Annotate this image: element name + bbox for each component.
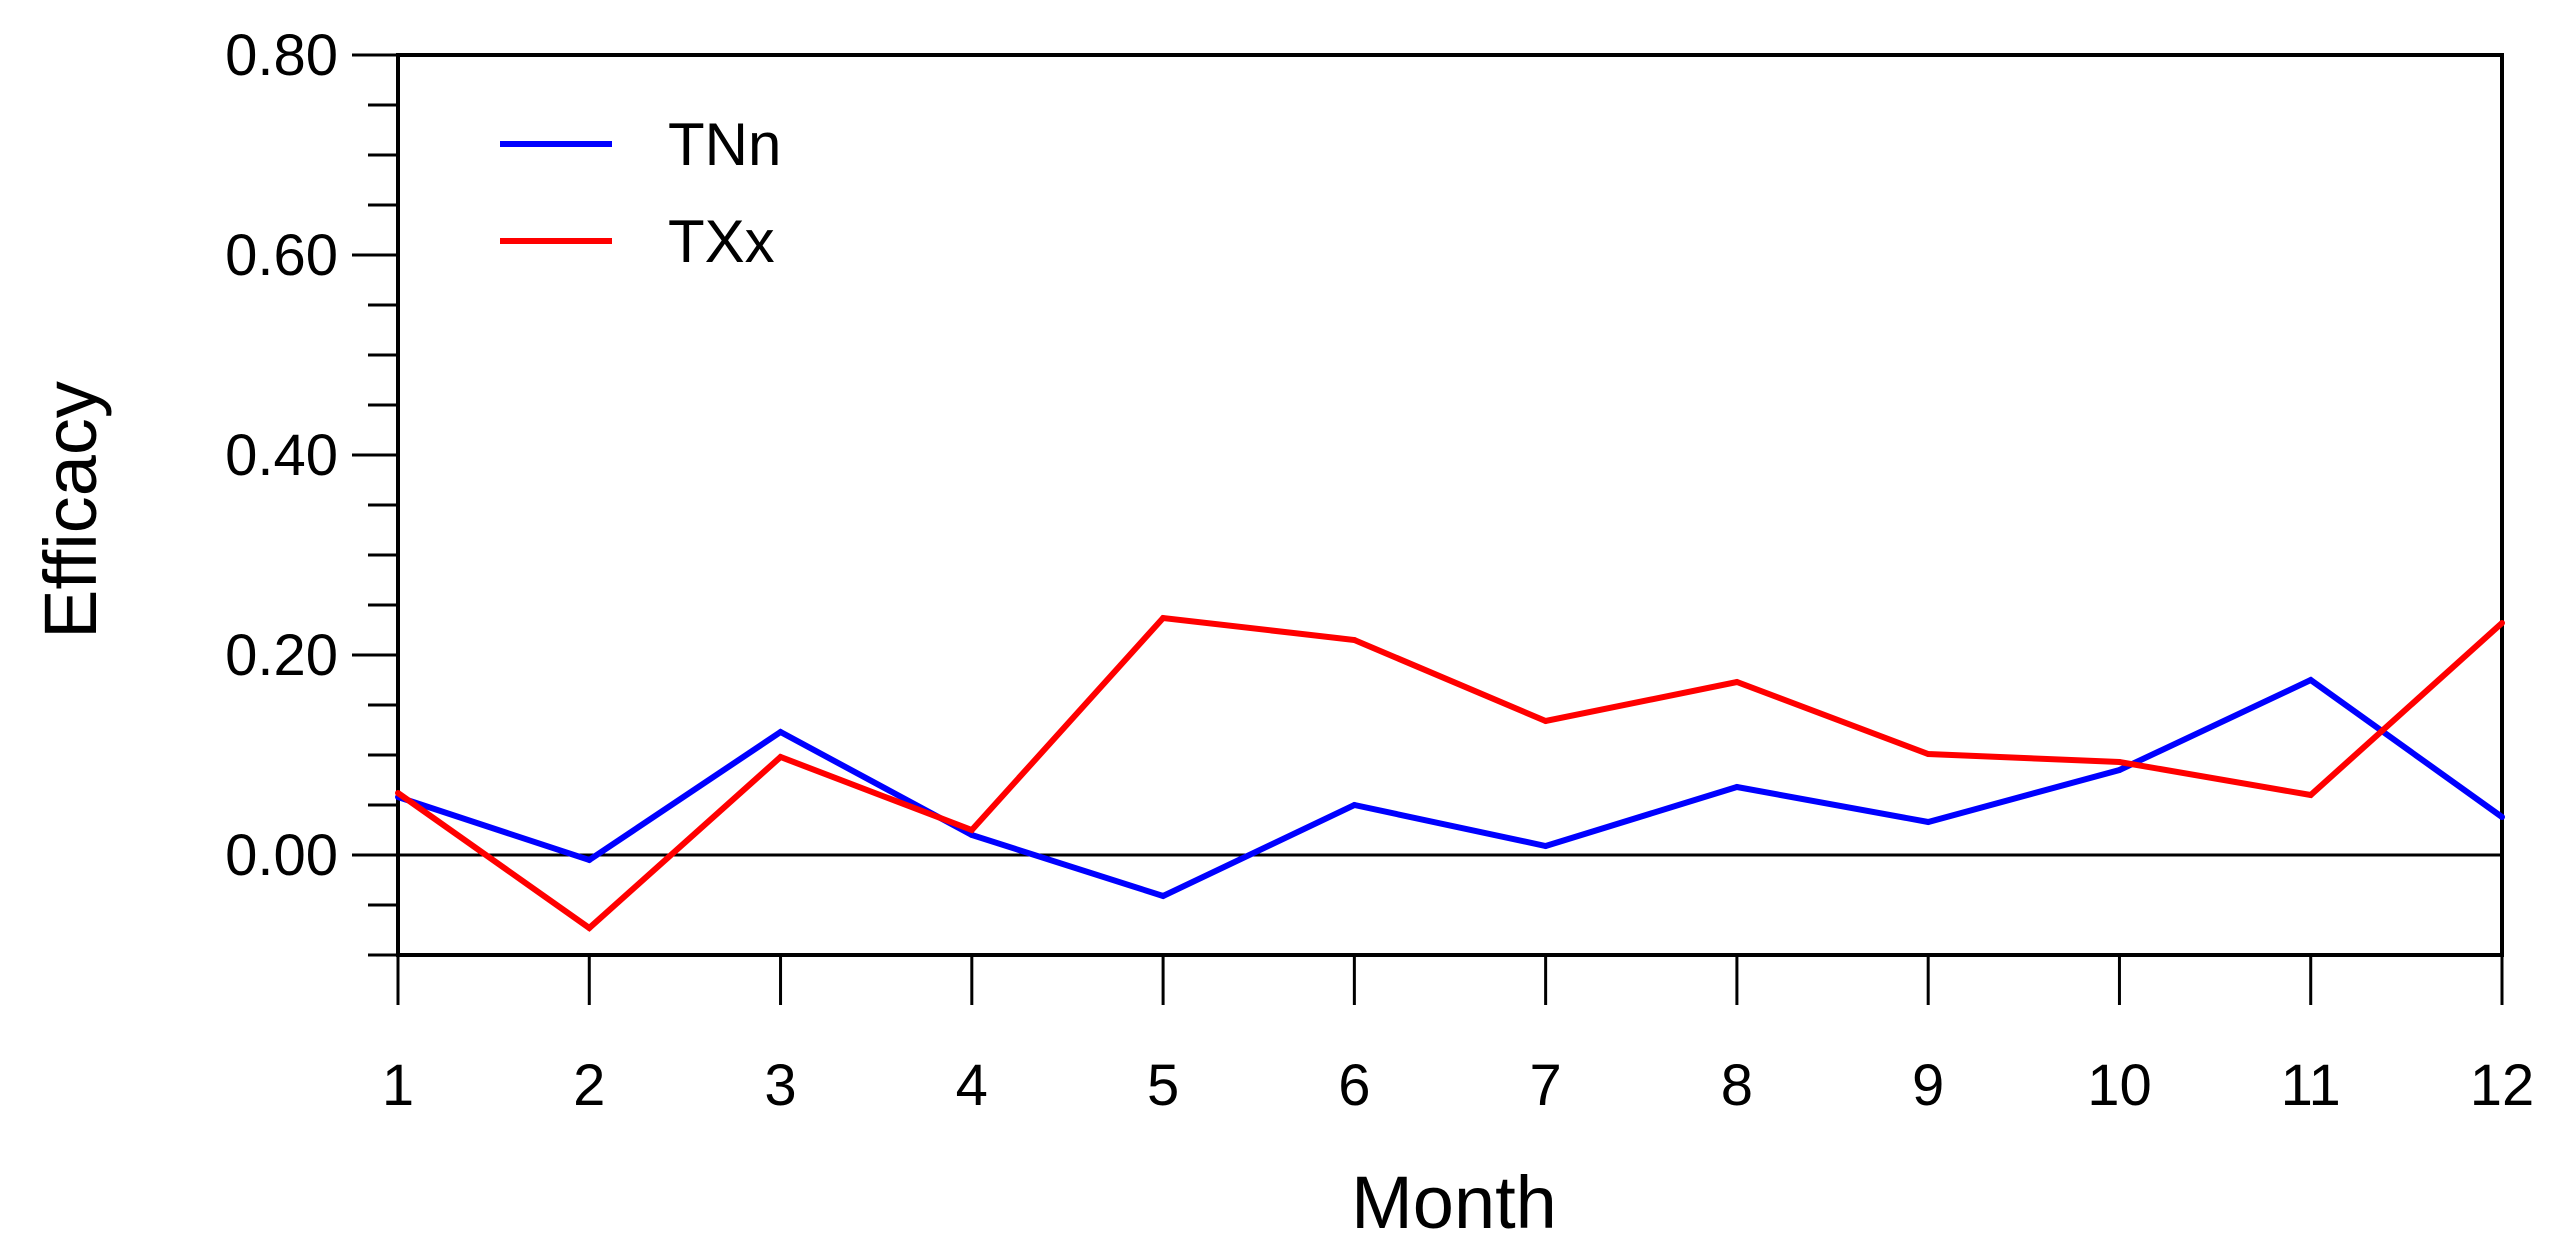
data-point-txx [1160, 615, 1167, 621]
x-tick-label: 8 [1721, 1053, 1753, 1118]
data-point-tnn [968, 832, 975, 838]
data-point-tnn [1351, 802, 1358, 808]
x-axis: 1 2 3 4 5 6 7 8 9 10 11 12 [382, 955, 2534, 1118]
y-axis: 0.00 0.20 0.40 0.60 0.80 [225, 23, 398, 957]
y-axis-title: Efficacy [29, 381, 112, 639]
y-tick-label: 0.00 [225, 823, 338, 888]
data-point-txx [1542, 718, 1549, 724]
x-tick-label: 12 [2470, 1053, 2535, 1118]
data-point-tnn [586, 857, 593, 863]
x-tick-label: 11 [2281, 1053, 2341, 1118]
data-point-tnn [1733, 784, 1740, 790]
data-point-txx [968, 827, 975, 833]
data-point-txx [395, 790, 401, 796]
data-point-txx [1925, 751, 1932, 757]
y-tick-label: 0.80 [225, 23, 338, 88]
data-point-tnn [2499, 814, 2505, 820]
series-layer [395, 614, 2505, 932]
data-point-txx [586, 925, 593, 931]
x-tick-label: 2 [573, 1053, 605, 1118]
x-tick-label: 5 [1147, 1053, 1179, 1118]
data-point-txx [2307, 792, 2314, 798]
legend-label-txx: TXx [668, 208, 775, 275]
data-point-txx [2499, 620, 2505, 626]
data-point-tnn [777, 729, 784, 735]
data-point-tnn [1542, 843, 1549, 849]
x-tick-label: 9 [1912, 1053, 1944, 1118]
data-point-tnn [2307, 677, 2314, 683]
x-tick-label: 4 [956, 1053, 988, 1118]
legend-label-tnn: TNn [668, 111, 781, 178]
series-line-tnn [397, 676, 2504, 900]
y-tick-label: 0.60 [225, 223, 338, 288]
data-point-tnn [1925, 819, 1932, 825]
x-tick-label: 1 [382, 1053, 414, 1118]
data-point-tnn [1160, 893, 1167, 899]
data-point-txx [1733, 679, 1740, 685]
x-axis-title: Month [1351, 1161, 1557, 1244]
legend: TNn TXx [500, 111, 781, 275]
y-tick-label: 0.20 [225, 623, 338, 688]
x-tick-label: 6 [1338, 1053, 1370, 1118]
data-point-txx [1351, 637, 1358, 643]
data-point-tnn [2116, 767, 2123, 773]
x-tick-label: 3 [764, 1053, 796, 1118]
data-point-txx [2116, 759, 2123, 765]
x-tick-label: 10 [2087, 1053, 2152, 1118]
data-point-txx [777, 754, 784, 760]
series-line-txx [396, 614, 2505, 932]
x-tick-label: 7 [1530, 1053, 1562, 1118]
y-tick-label: 0.40 [225, 423, 338, 488]
